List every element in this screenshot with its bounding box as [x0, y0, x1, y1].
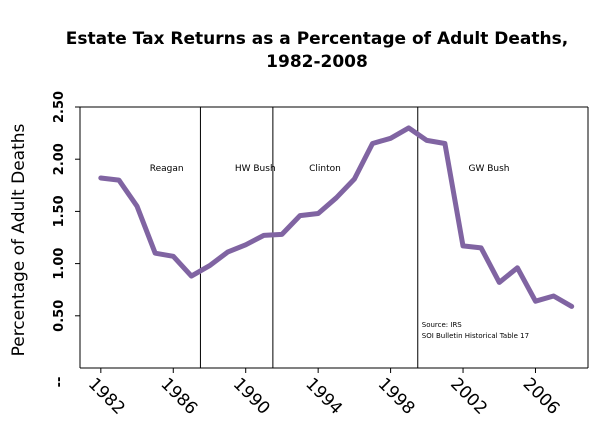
- plot-area: 0.50 1.00 1.50 2.00 2.50 -- 1982 1986 1990 1994 19…: [52, 91, 589, 419]
- x-tick-label: 1994: [301, 374, 346, 419]
- y-tick-label: 0.50: [52, 300, 67, 332]
- x-tick-label: 2002: [446, 374, 491, 419]
- x-tick-label: 2006: [519, 374, 564, 419]
- y-axis-title: Percentage of Adult Deaths: [9, 123, 29, 356]
- source-note-line1: Source: IRS: [422, 321, 463, 329]
- y-tick-label: --: [52, 377, 67, 388]
- x-tick-label: 1986: [156, 374, 201, 419]
- chart-title-line2: 1982-2008: [266, 52, 368, 72]
- chart-title-line1: Estate Tax Returns as a Percentage of Ad…: [66, 29, 568, 49]
- x-tick-label: 1982: [84, 374, 129, 419]
- series-line: [98, 125, 575, 309]
- era-label: Clinton: [309, 164, 341, 174]
- x-tick-label: 1998: [374, 374, 419, 419]
- y-tick-label: 1.50: [52, 195, 67, 227]
- era-label: GW Bush: [468, 164, 509, 174]
- era-label: Reagan: [150, 164, 184, 174]
- x-tick-label: 1990: [229, 374, 274, 419]
- y-tick-label: 2.50: [52, 91, 67, 123]
- era-label: HW Bush: [235, 164, 276, 174]
- y-tick-label: 2.00: [52, 143, 67, 175]
- y-tick-label: 1.00: [52, 248, 67, 280]
- source-note-line2: SOI Bulletin Historical Table 17: [422, 332, 529, 340]
